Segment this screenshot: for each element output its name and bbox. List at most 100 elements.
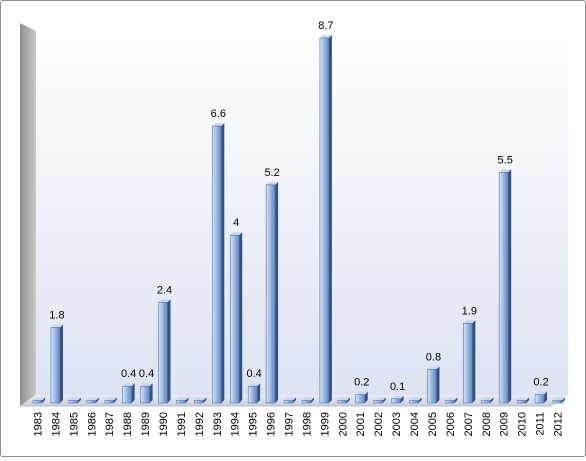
x-tick-label-2002: 2002 [373, 412, 385, 436]
bar-front-1999 [319, 37, 330, 404]
bar-side-1999 [328, 35, 332, 403]
bar-side-1992 [203, 397, 207, 403]
bar-side-1997 [293, 397, 297, 403]
x-tick-label-1998: 1998 [301, 412, 313, 436]
x-tick-label-2009: 2009 [499, 412, 511, 436]
bar-top-2010 [517, 397, 530, 401]
bar-top-1991 [176, 397, 189, 401]
bar-side-2012 [561, 397, 565, 403]
bar-1999 [319, 35, 332, 404]
bar-top-1987 [104, 397, 117, 401]
bar-top-2007 [463, 320, 476, 324]
bar-1993 [212, 123, 225, 404]
x-tick-label-2001: 2001 [355, 412, 367, 436]
bar-front-2005 [427, 369, 437, 404]
bar-top-2008 [481, 397, 494, 401]
bar-side-1991 [185, 397, 189, 403]
bar-top-1989 [140, 383, 153, 387]
bar-1991 [176, 397, 189, 404]
bar-front-1987 [104, 400, 115, 404]
x-tick-label-2011: 2011 [535, 412, 547, 436]
x-tick-label-2000: 2000 [337, 412, 349, 436]
bar-top-2000 [337, 397, 350, 401]
bar-1989 [140, 383, 153, 404]
bar-side-1989 [149, 383, 153, 403]
data-label-2005: 0.8 [426, 351, 441, 363]
bar-side-2002 [382, 397, 386, 403]
bar-front-1997 [283, 400, 294, 404]
bar-top-1999 [319, 35, 332, 38]
bar-front-2011 [534, 394, 545, 404]
data-label-1995: 0.4 [247, 368, 262, 380]
bar-front-1990 [158, 302, 168, 404]
bar-top-2001 [355, 391, 368, 395]
x-tick-label-1986: 1986 [86, 412, 98, 436]
x-tick-label-1987: 1987 [104, 412, 116, 436]
data-label-1999: 8.7 [318, 20, 333, 32]
x-tick-label-1990: 1990 [158, 412, 170, 436]
bar-side-1988 [131, 383, 135, 403]
x-tick-label-2005: 2005 [427, 412, 439, 436]
bar-side-2001 [364, 391, 368, 403]
bar-front-2004 [409, 400, 419, 404]
data-label-1989: 0.4 [139, 368, 154, 380]
x-tick-label-1991: 1991 [176, 412, 188, 436]
bar-front-2007 [463, 322, 473, 404]
bar-top-1986 [86, 397, 99, 401]
x-tick-label-1992: 1992 [194, 412, 206, 436]
bar-top-1998 [301, 397, 314, 401]
bar-front-1996 [265, 184, 276, 404]
bar-side-1987 [113, 397, 117, 403]
bar-top-2005 [427, 366, 440, 370]
bar-front-2010 [516, 400, 527, 404]
bar-top-2012 [552, 397, 565, 401]
bar-top-1993 [212, 123, 225, 127]
bar-1985 [68, 397, 81, 404]
bar-side-1994 [239, 232, 243, 403]
data-label-1988: 0.4 [121, 368, 136, 380]
bar-2009 [498, 169, 512, 404]
data-label-1993: 6.6 [211, 108, 226, 120]
bar-top-1992 [194, 397, 207, 401]
bar-side-1990 [167, 299, 171, 403]
bar-top-1996 [266, 181, 279, 185]
bar-front-1983 [32, 400, 43, 404]
bar-1998 [301, 397, 314, 404]
back-wall [36, 31, 568, 395]
x-tick-label-1984: 1984 [50, 412, 62, 436]
x-tick-label-1999: 1999 [319, 412, 331, 436]
x-tick-label-1995: 1995 [248, 412, 260, 436]
bar-side-2000 [346, 397, 350, 403]
bar-front-1994 [229, 234, 240, 404]
bar-2007 [463, 320, 476, 404]
bar-1995 [247, 383, 261, 404]
bar-side-2004 [418, 397, 422, 403]
bar-side-2011 [544, 391, 548, 403]
bar-front-2006 [445, 400, 455, 404]
bar-top-2006 [445, 397, 458, 401]
x-tick-label-1983: 1983 [33, 412, 45, 436]
x-tick-label-2006: 2006 [445, 412, 457, 436]
data-label-2003: 0.1 [390, 381, 405, 393]
bar-2005 [427, 366, 440, 404]
x-tick-label-2003: 2003 [391, 412, 403, 436]
bar-1994 [229, 232, 243, 404]
side-wall [20, 23, 36, 406]
bar-front-1989 [140, 385, 150, 404]
bar-front-2009 [498, 171, 509, 404]
bar-top-1990 [158, 299, 171, 303]
x-tick-label-1997: 1997 [284, 412, 296, 436]
bar-top-1985 [68, 397, 81, 401]
plot-walls [20, 23, 568, 407]
bar-top-1995 [248, 383, 261, 387]
bar-side-1984 [59, 324, 63, 403]
data-label-2011: 0.2 [533, 377, 548, 389]
bar-1984 [50, 324, 63, 404]
data-label-2009: 5.5 [498, 154, 513, 166]
bar-side-1995 [257, 383, 261, 403]
bar-2006 [445, 397, 458, 404]
bar-1987 [104, 397, 117, 404]
bar-front-1995 [247, 385, 258, 404]
bar-side-2006 [454, 397, 458, 403]
